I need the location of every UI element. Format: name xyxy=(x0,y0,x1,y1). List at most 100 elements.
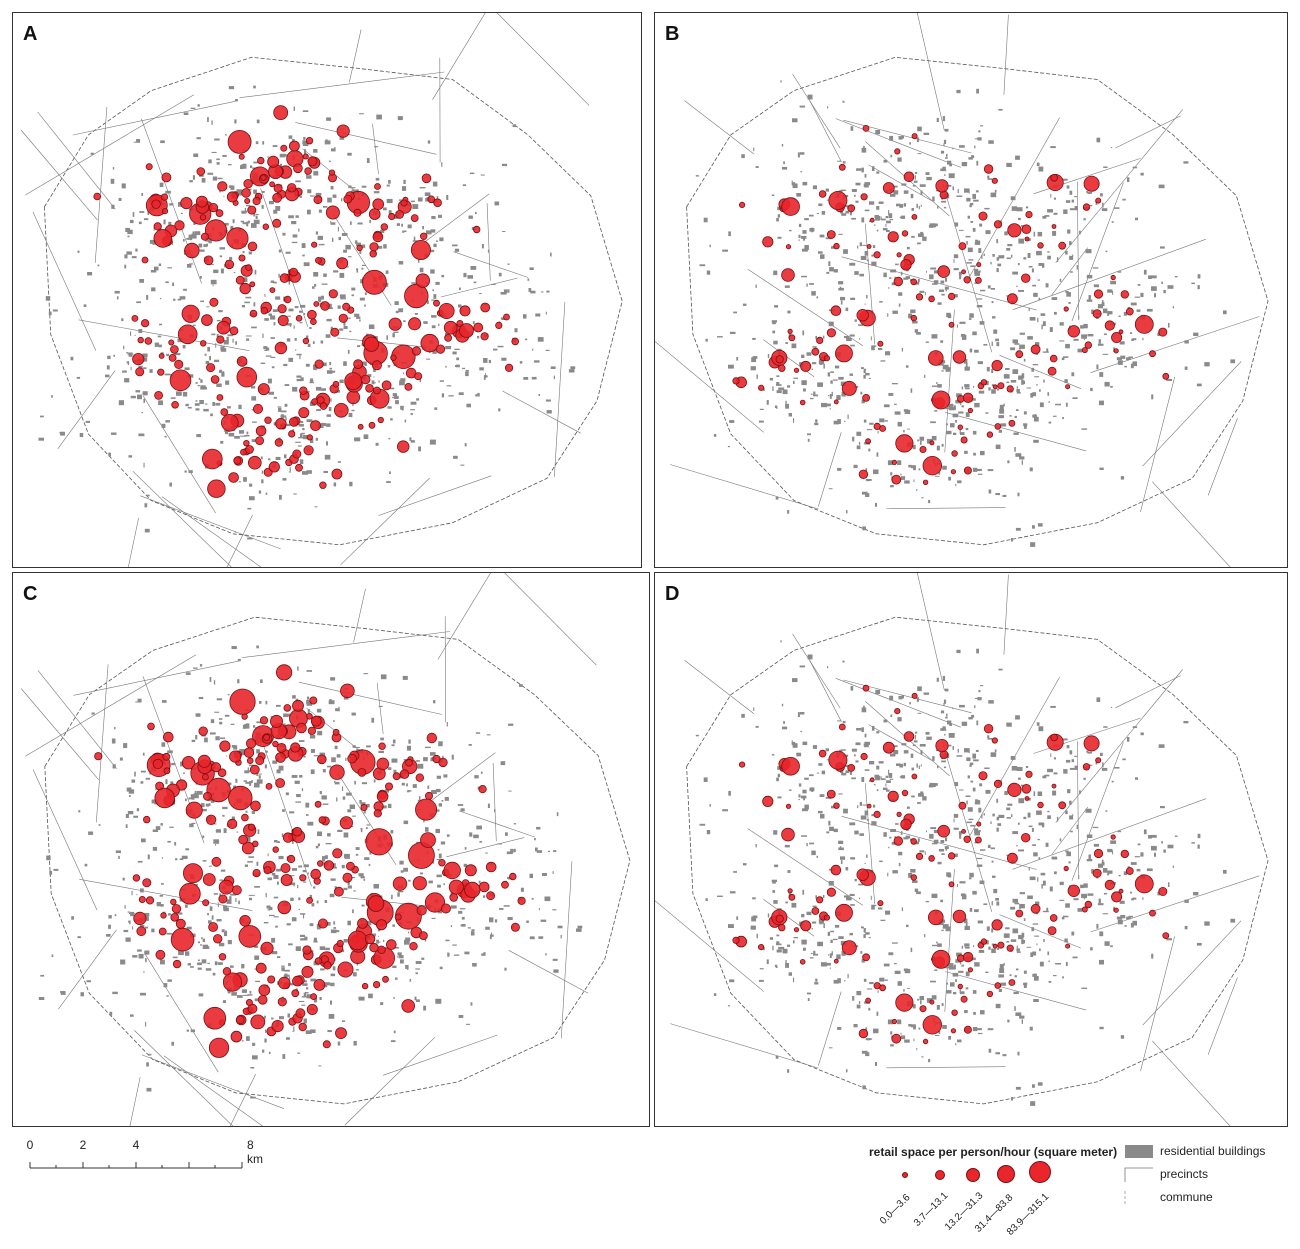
building-block xyxy=(871,821,877,826)
building-block xyxy=(499,908,504,910)
building-block xyxy=(329,367,333,370)
building-block xyxy=(729,891,736,894)
building-block xyxy=(864,741,871,745)
retail-circle xyxy=(144,337,153,345)
building-block xyxy=(964,947,970,949)
building-block xyxy=(858,324,864,326)
building-block xyxy=(741,713,745,718)
building-block xyxy=(1029,317,1036,321)
building-block xyxy=(969,348,973,353)
building-block xyxy=(327,1030,332,1033)
building-block xyxy=(235,778,238,783)
building-block xyxy=(202,938,205,943)
retail-circle xyxy=(295,314,303,322)
building-block xyxy=(251,439,256,442)
precinct-line xyxy=(945,412,1087,452)
precinct-line xyxy=(423,193,490,243)
building-block xyxy=(728,231,731,237)
building-block xyxy=(893,745,898,748)
building-block xyxy=(1065,291,1069,293)
building-block xyxy=(1059,340,1065,342)
retail-circle xyxy=(280,863,291,874)
building-block xyxy=(831,951,833,956)
retail-circle xyxy=(1050,733,1059,742)
building-block xyxy=(463,272,467,278)
building-block xyxy=(179,296,186,300)
retail-circle xyxy=(158,353,165,359)
building-block xyxy=(864,733,867,738)
building-block xyxy=(876,789,879,792)
retail-circle xyxy=(335,1027,347,1040)
building-block xyxy=(948,476,951,481)
building-block xyxy=(823,923,825,928)
building-block xyxy=(966,800,968,805)
building-block xyxy=(107,355,111,360)
retail-circle xyxy=(510,922,520,932)
building-block xyxy=(213,269,219,274)
building-block xyxy=(777,908,782,911)
building-block xyxy=(969,872,974,878)
building-block xyxy=(755,844,757,848)
building-block xyxy=(1151,394,1154,400)
building-block xyxy=(1172,306,1174,309)
building-block xyxy=(1065,343,1070,349)
building-block xyxy=(928,224,933,228)
building-block xyxy=(884,979,888,981)
building-block xyxy=(1104,381,1110,387)
retail-circle xyxy=(132,352,145,366)
building-block xyxy=(998,429,1002,433)
building-block xyxy=(976,720,979,726)
building-block xyxy=(215,343,217,348)
building-block xyxy=(189,823,194,828)
building-block xyxy=(325,334,331,338)
building-block xyxy=(889,695,894,701)
precinct-line xyxy=(835,118,961,168)
building-block xyxy=(1016,845,1018,847)
building-block xyxy=(1038,857,1041,860)
retail-circle xyxy=(168,339,175,346)
precinct-line xyxy=(944,869,955,1012)
building-block xyxy=(806,283,808,287)
building-block xyxy=(144,950,150,955)
building-block xyxy=(460,808,465,812)
building-block xyxy=(245,296,252,299)
building-block xyxy=(467,275,473,279)
building-block xyxy=(433,294,437,299)
precinct-line xyxy=(37,111,116,210)
building-block xyxy=(869,982,874,985)
building-block xyxy=(407,224,412,229)
retail-circle xyxy=(922,1015,943,1035)
building-block xyxy=(211,333,216,336)
retail-circle xyxy=(307,156,318,167)
building-block xyxy=(1083,323,1088,329)
building-block xyxy=(279,1016,284,1020)
retail-circle xyxy=(378,742,386,750)
retail-circle xyxy=(229,326,239,336)
precinct-line xyxy=(886,507,1006,509)
retail-circle xyxy=(1149,909,1156,917)
building-block xyxy=(991,860,994,863)
building-block xyxy=(960,961,962,965)
building-block xyxy=(414,313,418,315)
building-block xyxy=(1101,300,1104,304)
building-block xyxy=(345,757,347,761)
building-block xyxy=(332,194,337,198)
building-block xyxy=(1018,238,1025,244)
building-block xyxy=(1022,940,1025,944)
building-block xyxy=(364,857,370,860)
building-block xyxy=(1174,835,1178,837)
building-block xyxy=(911,236,915,238)
building-block xyxy=(226,899,232,904)
building-block xyxy=(972,228,976,232)
building-block xyxy=(357,222,363,225)
building-block xyxy=(233,272,236,274)
building-block xyxy=(785,403,789,409)
building-block xyxy=(140,888,144,893)
building-block xyxy=(313,941,318,943)
building-block xyxy=(1066,185,1070,189)
building-block xyxy=(403,867,408,872)
building-block xyxy=(980,1010,985,1015)
building-block xyxy=(1069,767,1075,770)
building-block xyxy=(990,192,997,198)
retail-circle xyxy=(170,345,179,354)
